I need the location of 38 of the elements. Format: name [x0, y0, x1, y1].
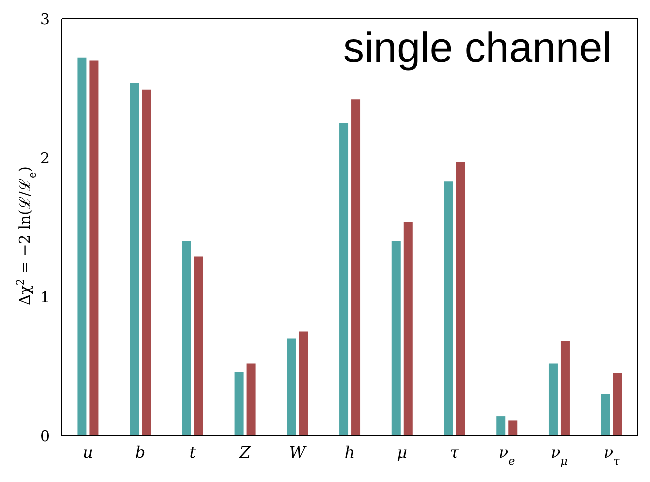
bar: [182, 241, 192, 436]
y-tick-label: 3: [40, 10, 50, 28]
bar: [496, 416, 506, 436]
bar: [130, 82, 140, 436]
bar: [287, 338, 296, 436]
bar: [601, 394, 610, 436]
bar: [90, 60, 99, 436]
x-tick-label: ν$_{τ}$: [604, 443, 621, 468]
x-tick-label: W: [289, 443, 308, 462]
annotation: single channel: [343, 24, 612, 72]
y-tick-label: 2: [40, 149, 50, 168]
bar: [404, 222, 413, 436]
bar: [246, 364, 256, 436]
bar: [444, 182, 454, 436]
x-tick-label: h: [344, 443, 356, 462]
x-tick-label: t: [190, 443, 197, 462]
y-tick-label: 0: [40, 427, 50, 446]
bar: [299, 332, 308, 436]
bar: [508, 420, 518, 436]
bar: [560, 341, 570, 436]
x-tick-label: b: [135, 443, 146, 462]
bar: [142, 90, 152, 436]
x-tick-label: Z: [238, 443, 252, 462]
y-tick-label: 1: [40, 288, 50, 306]
x-tick-label: μ: [397, 443, 408, 462]
bar: [548, 364, 558, 436]
x-tick-label: τ: [450, 443, 460, 462]
bar: [392, 241, 401, 436]
bar: [352, 100, 361, 436]
bar: [613, 373, 622, 436]
bar: [194, 256, 204, 436]
bar: [234, 372, 244, 436]
x-tick-label: ν$_{e}$: [498, 443, 516, 468]
bar: [78, 58, 87, 436]
bar: [340, 123, 349, 436]
x-tick-label: u: [83, 443, 94, 462]
x-tick-label: ν$_{μ}$: [550, 443, 568, 468]
bar: [456, 162, 466, 436]
